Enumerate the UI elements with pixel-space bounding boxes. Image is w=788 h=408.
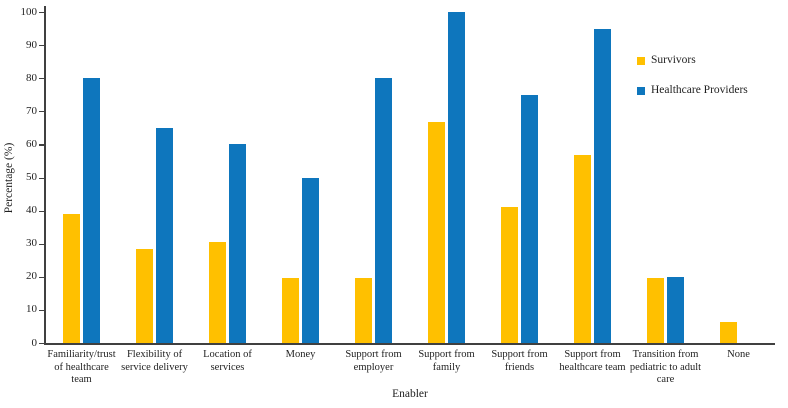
bar-survivors bbox=[355, 278, 372, 343]
category-label-line: family bbox=[432, 361, 461, 373]
y-tick-label: 30 bbox=[26, 237, 37, 250]
category-label-line: service delivery bbox=[121, 361, 188, 373]
category-label: Support from employer bbox=[327, 349, 420, 374]
y-tick-label: 100 bbox=[20, 5, 38, 18]
category-label-line: None bbox=[727, 349, 750, 360]
category-label: Transition from pediatric to adult care bbox=[619, 349, 712, 387]
category-label: Familiarity/trust of healthcare team bbox=[35, 349, 128, 387]
category-label-line: Familiarity/trust bbox=[47, 349, 116, 360]
category-label-line: employer bbox=[353, 361, 394, 373]
y-tick-mark bbox=[39, 210, 44, 212]
category-label-line: Support from bbox=[564, 349, 621, 360]
bar-healthcare-providers bbox=[667, 276, 684, 343]
bar-group bbox=[702, 12, 775, 343]
category-label-line: Support from bbox=[418, 349, 475, 360]
bar-healthcare-providers bbox=[229, 144, 246, 343]
category-label: Money bbox=[254, 349, 347, 362]
y-tick-label: 0 bbox=[31, 336, 38, 349]
y-tick-mark bbox=[39, 111, 44, 113]
bar-survivors bbox=[209, 242, 226, 343]
y-tick-mark bbox=[39, 243, 44, 245]
category-label-line: Money bbox=[285, 349, 316, 360]
bar-survivors bbox=[136, 248, 153, 343]
category-label: Support from healthcare team bbox=[546, 349, 639, 374]
category-label: Flexibility of service delivery bbox=[108, 349, 201, 374]
healthcare-providers-swatch-icon bbox=[637, 86, 645, 95]
category-label-line: care bbox=[656, 374, 675, 385]
bar-group bbox=[337, 12, 410, 343]
category-label-line: Support from bbox=[345, 349, 402, 360]
bar-healthcare-providers bbox=[302, 177, 319, 343]
bar-survivors bbox=[428, 122, 445, 343]
y-tick-mark bbox=[39, 45, 44, 47]
legend-item-healthcare-providers: Healthcare Providers bbox=[637, 84, 748, 97]
bar-survivors bbox=[63, 213, 80, 343]
category-label-line: services bbox=[210, 361, 245, 373]
bar-survivors bbox=[647, 278, 664, 343]
y-tick-label: 10 bbox=[26, 303, 37, 316]
category-label-line: team bbox=[71, 374, 92, 385]
x-axis-category-labels: Familiarity/trust of healthcare team Flexib… bbox=[45, 349, 775, 389]
category-label-line: Flexibility of bbox=[126, 349, 183, 360]
category-label-line: Location of bbox=[203, 349, 252, 360]
category-label: None bbox=[692, 349, 785, 362]
bar-healthcare-providers bbox=[594, 28, 611, 343]
bar-survivors bbox=[574, 155, 591, 343]
bar-healthcare-providers bbox=[156, 127, 173, 343]
plot-area bbox=[45, 12, 775, 343]
bar-survivors bbox=[501, 207, 518, 343]
x-axis-title: Enabler bbox=[392, 388, 428, 400]
category-label-line: pediatric to adult bbox=[629, 361, 702, 373]
category-label: Support from friends bbox=[473, 349, 566, 374]
y-tick-mark bbox=[39, 343, 44, 345]
category-label-line: Support from bbox=[491, 349, 548, 360]
bar-group bbox=[629, 12, 702, 343]
category-label-line: Transition from bbox=[632, 349, 699, 360]
category-label: Location of services bbox=[181, 349, 274, 374]
y-tick-label: 90 bbox=[26, 38, 37, 51]
y-tick-mark bbox=[39, 177, 44, 179]
category-label-line: friends bbox=[504, 361, 535, 373]
y-tick-label: 80 bbox=[26, 71, 37, 84]
y-tick-mark bbox=[39, 144, 44, 146]
legend-item-survivors: Survivors bbox=[637, 54, 748, 67]
bar-healthcare-providers bbox=[521, 94, 538, 343]
survivors-swatch-icon bbox=[637, 56, 645, 65]
y-tick-label: 40 bbox=[26, 204, 37, 217]
y-axis-line bbox=[44, 6, 46, 343]
y-tick-label: 70 bbox=[26, 104, 37, 117]
bar-group bbox=[410, 12, 483, 343]
category-label-line: healthcare team bbox=[559, 361, 626, 373]
bar-healthcare-providers bbox=[375, 78, 392, 343]
y-tick-mark bbox=[39, 309, 44, 312]
bar-group bbox=[264, 12, 337, 343]
y-tick-label: 50 bbox=[26, 171, 37, 183]
bar-healthcare-providers bbox=[448, 12, 465, 343]
bar-group bbox=[556, 12, 629, 343]
bar-survivors bbox=[720, 321, 737, 343]
bar-survivors bbox=[282, 278, 299, 343]
bar-healthcare-providers bbox=[83, 78, 100, 343]
x-axis-line bbox=[44, 343, 775, 345]
legend-label-survivors: Survivors bbox=[651, 54, 696, 66]
bar-group bbox=[191, 12, 264, 343]
y-tick-label: 20 bbox=[26, 270, 37, 283]
bar-group bbox=[45, 12, 118, 343]
y-tick-mark bbox=[39, 12, 44, 14]
y-tick-mark bbox=[39, 276, 44, 278]
bar-group bbox=[118, 12, 191, 343]
y-tick-label: 60 bbox=[26, 137, 37, 150]
bar-group bbox=[483, 12, 556, 343]
y-tick-mark bbox=[39, 78, 44, 80]
legend: Survivors Healthcare Providers bbox=[637, 54, 748, 114]
category-label-line: of healthcare bbox=[54, 361, 109, 373]
legend-label-healthcare-providers: Healthcare Providers bbox=[651, 84, 748, 96]
category-label: Support from family bbox=[400, 349, 493, 374]
